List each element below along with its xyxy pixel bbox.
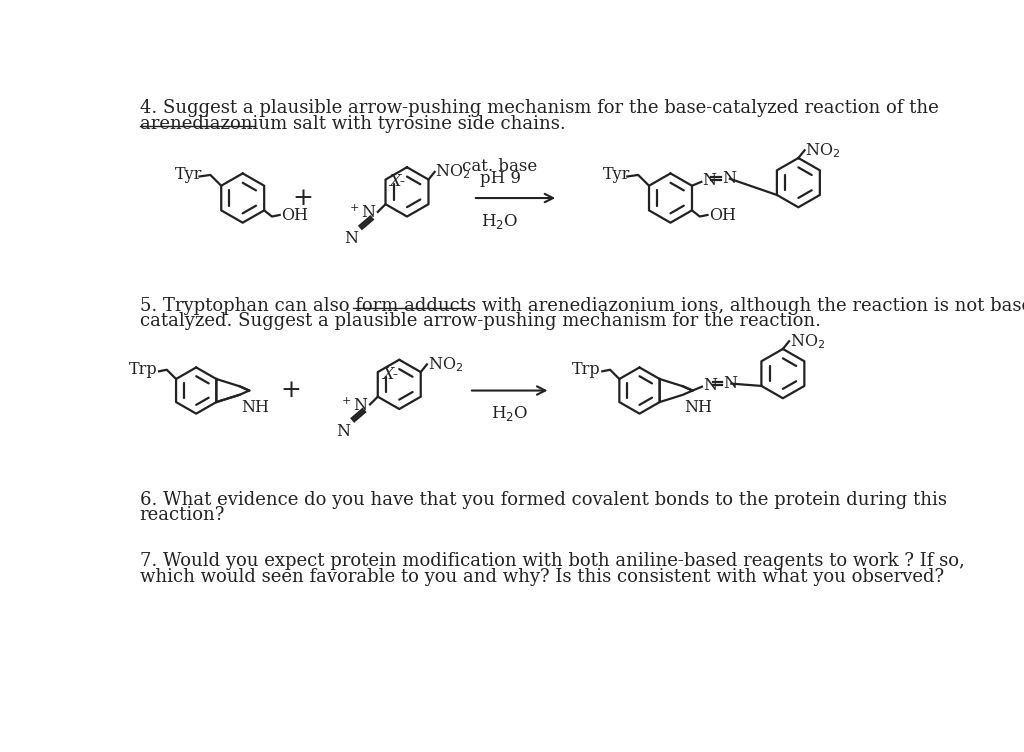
- Text: NH: NH: [684, 399, 713, 416]
- Text: X-: X-: [389, 174, 406, 190]
- Text: H$_2$O: H$_2$O: [490, 405, 528, 423]
- Text: N: N: [337, 423, 350, 440]
- Text: pH 9: pH 9: [479, 170, 520, 187]
- Text: Tyr: Tyr: [602, 165, 630, 183]
- Text: OH: OH: [282, 208, 308, 224]
- Text: N: N: [702, 171, 716, 189]
- Text: H$_2$O: H$_2$O: [481, 212, 518, 231]
- Text: $^+$N: $^+$N: [346, 205, 376, 222]
- Text: 6. What evidence do you have that you formed covalent bonds to the protein durin: 6. What evidence do you have that you fo…: [139, 490, 946, 508]
- Text: NH: NH: [241, 399, 269, 416]
- Text: Tyr: Tyr: [175, 165, 202, 183]
- Text: NO$_2$: NO$_2$: [428, 355, 463, 374]
- Text: OH: OH: [709, 208, 736, 224]
- Text: NO$_2$: NO$_2$: [435, 162, 471, 181]
- Text: X-: X-: [382, 365, 397, 383]
- Text: arenediazonium salt with tyrosine side chains.: arenediazonium salt with tyrosine side c…: [139, 115, 565, 133]
- Text: NO$_2$: NO$_2$: [790, 332, 825, 350]
- Text: N: N: [703, 377, 718, 393]
- Text: Trp: Trp: [129, 361, 158, 378]
- Text: +: +: [292, 186, 312, 210]
- Text: +: +: [281, 379, 301, 402]
- Text: $^+$N: $^+$N: [339, 397, 369, 414]
- Text: NO$_2$: NO$_2$: [805, 141, 841, 159]
- Text: cat. base: cat. base: [463, 158, 538, 175]
- Text: Trp: Trp: [572, 361, 601, 378]
- Text: N: N: [722, 170, 736, 187]
- Text: N: N: [724, 375, 737, 392]
- Text: N: N: [344, 230, 358, 247]
- Text: 4. Suggest a plausible arrow-pushing mechanism for the base-catalyzed reaction o: 4. Suggest a plausible arrow-pushing mec…: [139, 99, 938, 117]
- Text: reaction?: reaction?: [139, 506, 225, 524]
- Text: which would seen favorable to you and why? Is this consistent with what you obse: which would seen favorable to you and wh…: [139, 568, 944, 586]
- Text: 5. Tryptophan can also form adducts with arenediazonium ions, although the react: 5. Tryptophan can also form adducts with…: [139, 296, 1024, 314]
- Text: catalyzed. Suggest a plausible arrow-pushing mechanism for the reaction.: catalyzed. Suggest a plausible arrow-pus…: [139, 312, 820, 330]
- Text: 7. Would you expect protein modification with both aniline-based reagents to wor: 7. Would you expect protein modification…: [139, 552, 965, 570]
